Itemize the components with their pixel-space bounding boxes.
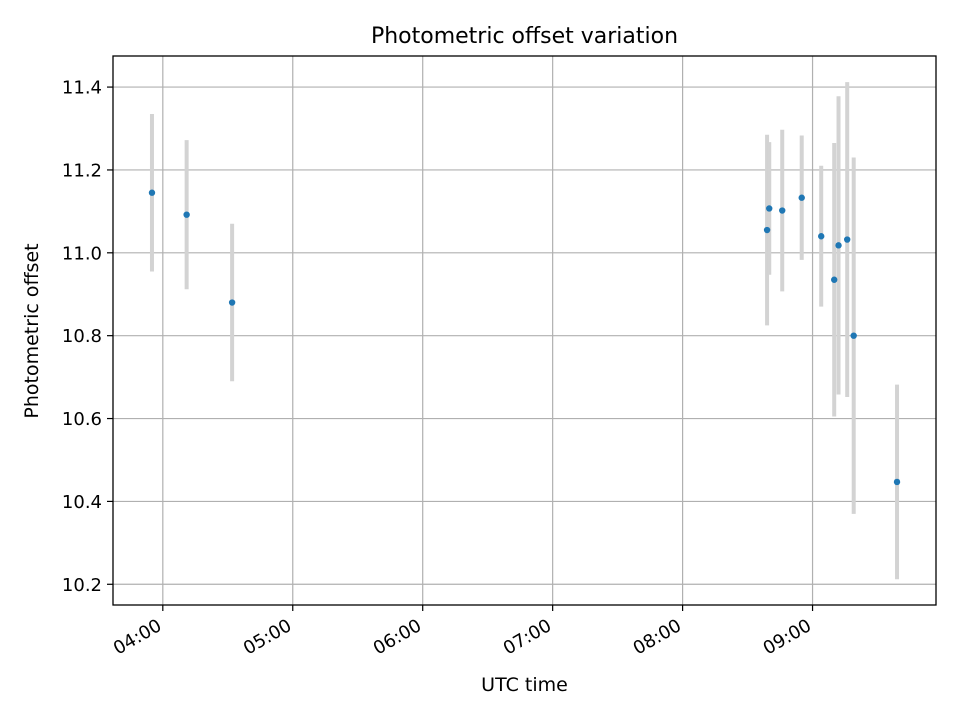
data-point bbox=[844, 236, 851, 243]
y-tick-label: 10.2 bbox=[62, 575, 102, 596]
y-tick-label: 11.2 bbox=[62, 160, 102, 181]
y-axis-ticks: 10.2 10.4 10.6 10.8 11.0 11.2 11.4 bbox=[62, 78, 113, 596]
data-point bbox=[893, 478, 901, 486]
data-point bbox=[763, 226, 771, 234]
y-tick-label: 11.0 bbox=[62, 243, 102, 264]
data-point bbox=[835, 242, 842, 249]
x-axis-label: UTC time bbox=[481, 674, 568, 696]
data-point bbox=[850, 332, 857, 339]
data-point bbox=[228, 299, 236, 306]
chart-title: Photometric offset variation bbox=[371, 24, 678, 49]
plot-frame bbox=[112, 55, 937, 606]
y-tick-label: 11.4 bbox=[62, 78, 102, 99]
y-tick-label: 10.4 bbox=[62, 492, 102, 513]
data-point bbox=[766, 205, 773, 212]
data-point bbox=[148, 189, 156, 196]
data-point bbox=[779, 207, 786, 214]
data-point bbox=[798, 194, 805, 201]
y-tick-label: 10.6 bbox=[62, 409, 102, 430]
grid-lines bbox=[113, 56, 936, 605]
data-point bbox=[818, 233, 825, 240]
y-tick-label: 10.8 bbox=[62, 326, 102, 347]
data-point bbox=[831, 276, 838, 283]
y-axis-label: Photometric offset bbox=[21, 243, 43, 418]
data-point bbox=[183, 211, 190, 218]
data-points bbox=[148, 189, 901, 486]
